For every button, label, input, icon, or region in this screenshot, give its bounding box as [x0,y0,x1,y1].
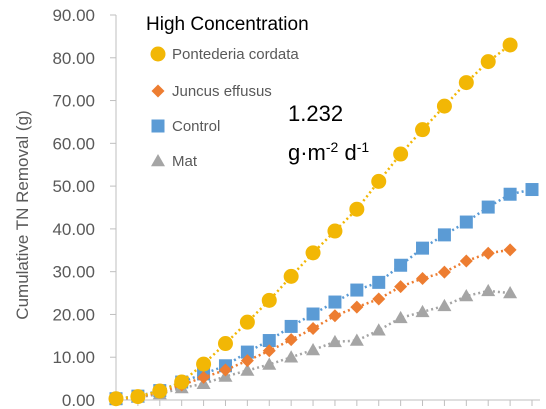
data-point [503,243,517,257]
legend-label: Mat [172,153,198,170]
data-point [306,342,321,356]
unit-exp-2: -1 [357,139,370,155]
data-point [503,286,518,299]
data-point [371,323,386,336]
data-point [481,246,495,260]
y-tick-label: 20.00 [52,305,95,324]
data-point [152,383,168,399]
data-point [306,307,320,321]
data-point [503,187,517,201]
series-juncus-effusus [109,243,517,406]
data-point [436,98,452,114]
data-point [416,272,430,286]
legend-label: Pontederia cordata [172,46,299,63]
data-point [218,363,232,377]
data-point [437,298,452,312]
data-point [416,241,430,255]
data-point [327,223,343,239]
data-point [217,336,233,352]
data-point [283,268,299,284]
data-point [459,289,474,302]
y-tick-label: 70.00 [52,92,95,111]
data-point [130,389,146,405]
data-point [415,122,431,138]
y-tick-label: 50.00 [52,177,95,196]
data-point [371,173,387,189]
data-point [240,354,254,368]
data-point [305,245,321,261]
data-point [393,146,409,162]
data-point [525,183,539,197]
data-point [328,295,342,309]
data-point [349,333,364,346]
legend-item: Control [151,118,220,135]
legend-label: Juncus effusus [172,83,272,100]
data-point [261,292,277,308]
series-pontederia-cordata [108,37,518,407]
y-tick-label: 60.00 [52,134,95,153]
y-tick-label: 10.00 [52,348,95,367]
data-point [196,356,212,372]
data-point [372,292,386,306]
unit-mid: d [338,140,356,165]
data-point [459,215,473,229]
data-point [437,228,451,242]
data-point [394,280,408,294]
data-point [350,300,364,314]
slope-unit: g·m-2 d-1 [288,139,369,165]
legend: Pontederia cordata Juncus effusus Control M… [150,46,299,170]
legend-marker [151,119,165,133]
data-point [284,350,299,363]
data-point [328,309,342,323]
legend-marker [151,84,165,98]
series-layer [108,37,539,407]
y-axis-title: Cumulative TN Removal (g) [13,110,32,319]
data-point [239,314,255,330]
data-point [481,200,495,214]
data-point [502,37,518,53]
legend-item: Juncus effusus [151,83,272,100]
data-point [350,283,364,297]
y-tick-label: 0.00 [62,391,95,409]
data-point [240,345,254,359]
data-point [108,391,124,407]
data-point [481,283,496,297]
data-point [459,254,473,268]
y-tick-labels: 0.00 10.00 20.00 30.00 40.00 50.00 60.00 70.00 8… [52,6,95,409]
data-point [306,322,320,336]
data-point [284,319,298,333]
data-point [327,334,342,348]
data-point [372,275,386,289]
y-tick-label: 80.00 [52,49,95,68]
y-tick-label: 30.00 [52,263,95,282]
y-tick-label: 40.00 [52,220,95,239]
data-point [262,357,277,370]
data-point [393,310,408,324]
data-point [197,370,211,384]
legend-label: Control [172,118,220,135]
slope-value: 1.232 [288,101,343,126]
chart-title: High Concentration [146,14,309,35]
unit-base: g·m [288,140,326,165]
unit-exp-1: -2 [326,139,339,155]
legend-marker [151,154,165,167]
data-point [458,75,474,91]
data-point [349,201,365,217]
slope-annotation: 1.232 g·m-2 d-1 [288,101,369,165]
data-point [437,265,451,279]
legend-item: Pontederia cordata [150,46,299,63]
axes [110,14,540,406]
data-point [174,374,190,390]
data-point [262,344,276,358]
legend-marker [150,46,166,62]
data-point [284,333,298,347]
data-point [394,258,408,272]
data-point [240,363,255,376]
data-point [262,334,276,348]
data-point [415,304,430,318]
y-tick-label: 90.00 [52,6,95,25]
legend-item: Mat [151,153,198,170]
data-point [480,54,496,70]
